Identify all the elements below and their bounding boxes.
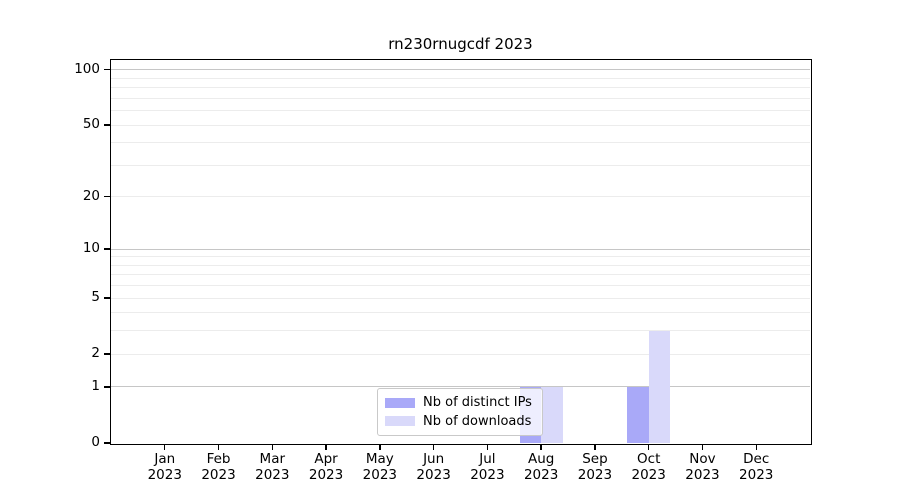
x-tick-label: Dec 2023 — [721, 451, 791, 483]
x-tick-month: Oct — [637, 451, 661, 467]
gridline-minor — [111, 196, 810, 198]
legend-label-distinct-ips: Nb of distinct IPs — [423, 395, 532, 411]
x-tick-month: Dec — [743, 451, 770, 467]
x-tick-year: 2023 — [631, 466, 666, 483]
y-tick-mark — [104, 196, 111, 198]
y-tick-label: 0 — [91, 434, 100, 450]
x-tick-month: Sep — [582, 451, 608, 467]
x-tick-mark — [164, 444, 166, 450]
gridline-minor — [111, 97, 810, 99]
x-tick-mark — [647, 444, 650, 450]
gridline-minor — [111, 285, 810, 287]
y-tick-label: 100 — [74, 60, 100, 77]
x-tick-mark — [540, 444, 542, 450]
gridline-minor — [111, 256, 810, 258]
y-tick-mark — [104, 248, 111, 250]
legend-swatch-distinct-ips — [385, 397, 415, 409]
gridline-minor — [111, 274, 810, 276]
gridline-minor — [111, 297, 810, 299]
x-tick-year: 2023 — [685, 466, 720, 483]
x-tick-year: 2023 — [523, 466, 559, 483]
x-tick-mark — [271, 444, 273, 450]
y-tick-label: 10 — [82, 240, 100, 257]
x-tick-month: Aug — [527, 451, 555, 467]
x-tick-month: Jul — [479, 451, 496, 467]
x-tick-month: Apr — [314, 451, 338, 467]
x-tick-month: Jan — [154, 451, 176, 467]
x-tick-label: Mar 2023 — [237, 451, 307, 483]
x-tick-label: Nov 2023 — [667, 451, 737, 483]
x-tick-month: May — [365, 451, 394, 467]
y-tick-label: 5 — [91, 289, 100, 306]
gridline-minor — [111, 353, 810, 355]
x-tick-year: 2023 — [308, 466, 344, 483]
legend-item-distinct-ips: Nb of distinct IPs — [385, 395, 535, 410]
gridline-minor — [111, 87, 810, 89]
x-tick-year: 2023 — [416, 466, 451, 483]
x-tick-mark — [594, 444, 596, 450]
y-tick-mark — [104, 69, 111, 71]
x-tick-label: Jul 2023 — [452, 451, 522, 483]
bar-downloads — [541, 386, 563, 443]
gridline-minor — [111, 164, 810, 166]
y-tick-mark — [104, 353, 111, 355]
y-tick-mark — [104, 442, 111, 444]
y-tick-mark — [104, 297, 111, 299]
x-tick-label: Oct 2023 — [614, 451, 684, 483]
x-tick-month: Nov — [689, 451, 716, 467]
x-tick-mark — [379, 444, 381, 450]
gridline-major — [111, 248, 810, 250]
legend-swatch-downloads — [385, 415, 415, 427]
x-tick-month: Jun — [423, 451, 445, 467]
x-tick-year: 2023 — [470, 466, 505, 483]
gridline-minor — [111, 264, 810, 266]
x-tick-year: 2023 — [362, 466, 398, 483]
y-tick-label: 2 — [91, 345, 100, 362]
x-tick-mark — [325, 444, 327, 450]
x-tick-label: Feb 2023 — [184, 451, 254, 483]
legend-item-downloads: Nb of downloads — [385, 414, 535, 429]
x-tick-mark — [486, 444, 489, 450]
bar-distinct-ips — [627, 386, 649, 443]
y-tick-label: 50 — [82, 116, 100, 133]
x-tick-mark — [755, 444, 757, 450]
chart-title: rn230rnugcdf 2023 — [388, 35, 533, 53]
y-tick-mark — [104, 386, 111, 388]
gridline-minor — [111, 330, 810, 332]
x-tick-label: Aug 2023 — [506, 451, 576, 483]
x-tick-year: 2023 — [147, 466, 182, 483]
gridline-minor — [111, 77, 810, 79]
x-tick-label: May 2023 — [345, 451, 415, 483]
x-tick-year: 2023 — [201, 466, 236, 483]
gridline-minor — [111, 142, 810, 144]
x-tick-mark — [432, 444, 435, 450]
x-tick-month: Feb — [206, 451, 231, 467]
x-tick-label: Jan 2023 — [130, 451, 200, 483]
gridline-major — [111, 386, 810, 388]
legend: Nb of distinct IPs Nb of downloads — [377, 388, 543, 436]
y-tick-label: 1 — [91, 377, 100, 394]
x-tick-mark — [217, 444, 220, 450]
x-tick-label: Sep 2023 — [560, 451, 630, 483]
gridline-major — [111, 69, 810, 71]
gridline-minor — [111, 110, 810, 112]
x-tick-year: 2023 — [739, 466, 774, 483]
x-tick-label: Jun 2023 — [399, 451, 469, 483]
bar-downloads — [648, 330, 671, 443]
x-tick-year: 2023 — [255, 466, 290, 483]
gridline-minor — [111, 312, 810, 314]
y-tick-mark — [104, 124, 111, 126]
x-tick-year: 2023 — [577, 466, 613, 483]
x-tick-month: Mar — [259, 451, 286, 467]
y-tick-label: 20 — [82, 187, 100, 204]
legend-label-downloads: Nb of downloads — [423, 413, 532, 429]
gridline-minor — [111, 124, 810, 126]
x-tick-mark — [701, 444, 704, 450]
x-tick-label: Apr 2023 — [291, 451, 361, 483]
